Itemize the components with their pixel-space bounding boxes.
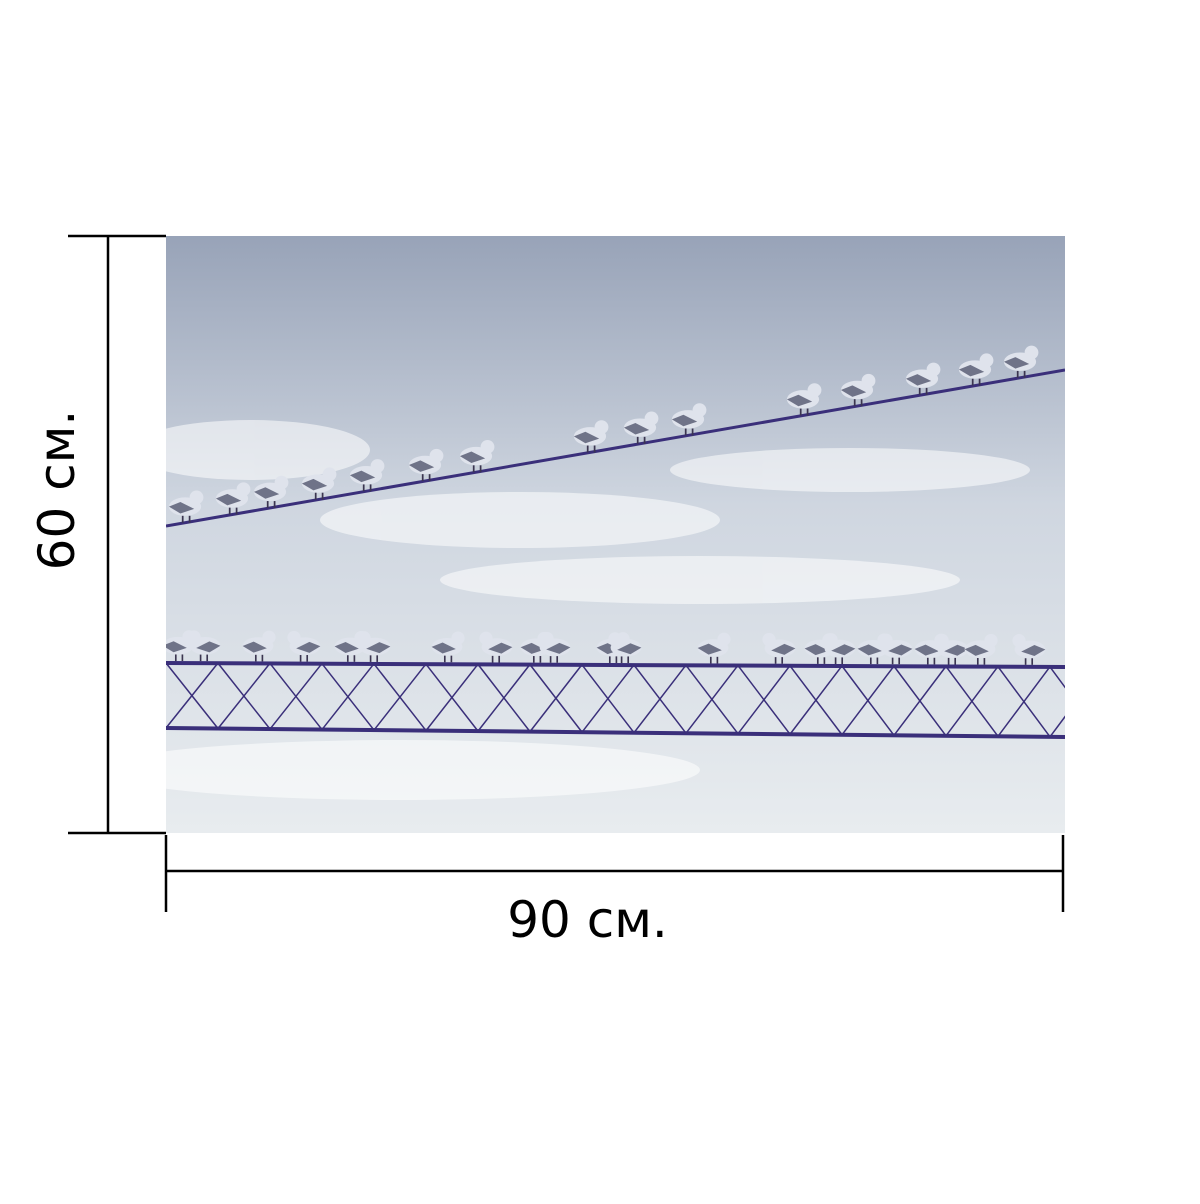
upper-wire xyxy=(166,368,1065,528)
clouds xyxy=(166,420,1030,800)
truss-beam xyxy=(166,661,1065,739)
dimension-lines xyxy=(68,234,1065,912)
height-label: 60 см. xyxy=(28,409,86,571)
width-label: 90 см. xyxy=(507,891,668,949)
photo xyxy=(166,236,1065,833)
